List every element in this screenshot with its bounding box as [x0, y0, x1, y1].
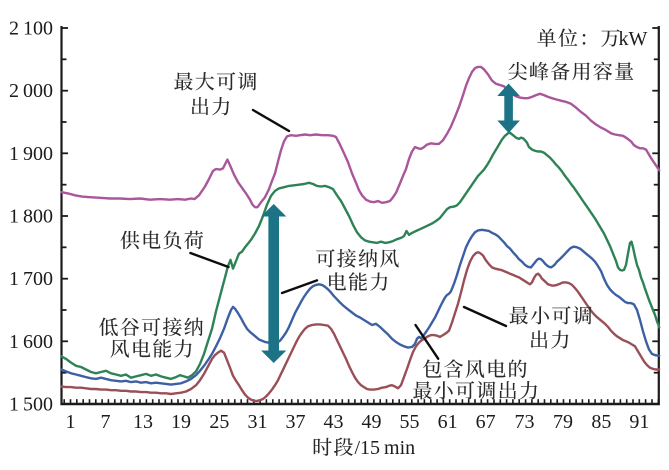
- svg-text:1 700: 1 700: [9, 268, 53, 290]
- svg-text:1 800: 1 800: [9, 206, 53, 228]
- svg-text:13: 13: [133, 411, 153, 433]
- svg-text:67: 67: [476, 411, 496, 433]
- svg-text:61: 61: [438, 411, 458, 433]
- svg-text:73: 73: [515, 411, 535, 433]
- svg-text:85: 85: [591, 411, 611, 433]
- svg-text:7: 7: [101, 411, 111, 433]
- svg-text:91: 91: [629, 411, 649, 433]
- svg-text:19: 19: [171, 411, 191, 433]
- svg-text:49: 49: [362, 411, 382, 433]
- svg-text:55: 55: [400, 411, 420, 433]
- svg-text:kW: kW: [619, 28, 648, 50]
- svg-text:1 500: 1 500: [9, 394, 53, 416]
- svg-text:1 600: 1 600: [9, 331, 53, 353]
- svg-text:37: 37: [286, 411, 306, 433]
- svg-text:2 000: 2 000: [9, 80, 53, 102]
- svg-text:/15 min: /15 min: [355, 437, 416, 459]
- svg-text:1: 1: [66, 411, 76, 433]
- svg-text:79: 79: [553, 411, 573, 433]
- svg-text:43: 43: [324, 411, 344, 433]
- svg-text:2 100: 2 100: [9, 18, 53, 40]
- svg-text:31: 31: [248, 411, 268, 433]
- svg-text:25: 25: [209, 411, 229, 433]
- svg-text:1 900: 1 900: [9, 143, 53, 165]
